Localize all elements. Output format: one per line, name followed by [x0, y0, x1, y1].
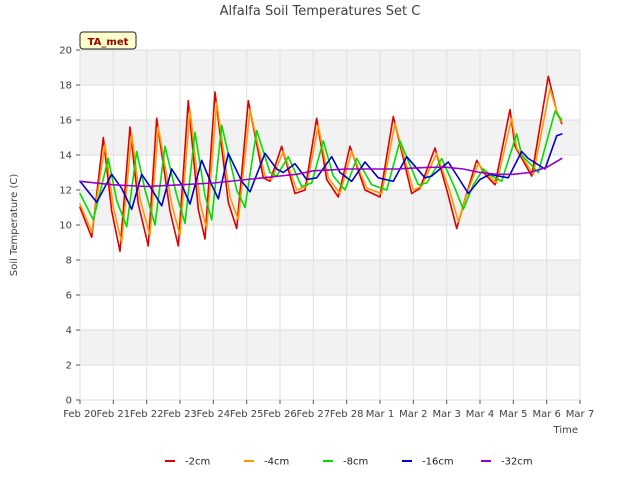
x-tick-label: Mar 7 — [566, 409, 594, 420]
y-axis-label: Soil Temperature (C) — [9, 174, 20, 277]
x-axis-label: Time — [553, 425, 578, 436]
y-axis-ticks: 0 2 4 6 8 10 12 14 16 18 20 — [59, 46, 80, 407]
annotation-box: TA_met — [79, 31, 137, 50]
x-tick-label: Feb 27 — [297, 409, 331, 420]
x-tick-label: Feb 24 — [197, 409, 231, 420]
background-band — [80, 120, 580, 155]
series-line-minus-16cm — [79, 133, 563, 211]
series-layer — [79, 75, 563, 253]
legend-label: -2cm — [185, 457, 210, 468]
legend: -2cm -4cm -8cm -16cm -32cm — [165, 457, 533, 468]
background-band — [80, 330, 580, 365]
y-tick-label: 12 — [59, 186, 72, 197]
legend-label: -4cm — [264, 457, 289, 468]
y-tick-label: 14 — [59, 151, 72, 162]
x-tick-label: Mar 1 — [366, 409, 394, 420]
x-tick-label: Mar 4 — [466, 409, 494, 420]
plot-background-bands — [80, 50, 580, 400]
x-tick-label: Feb 23 — [163, 409, 197, 420]
x-tick-label: Mar 2 — [399, 409, 427, 420]
background-band — [80, 50, 580, 85]
annotation-label: TA_met — [88, 37, 129, 48]
chart-title: Alfalfa Soil Temperatures Set C — [220, 4, 421, 19]
background-band — [80, 225, 580, 260]
y-tick-label: 8 — [66, 256, 72, 267]
x-tick-label: Feb 22 — [130, 409, 164, 420]
x-axis-ticks: Feb 20 Feb 21 Feb 22 Feb 23 Feb 24 Feb 25 Feb … — [63, 400, 594, 420]
x-tick-label: Feb 25 — [230, 409, 264, 420]
x-tick-label: Feb 21 — [97, 409, 131, 420]
y-tick-label: 20 — [59, 46, 72, 57]
y-tick-label: 10 — [59, 221, 72, 232]
legend-label: -32cm — [501, 457, 533, 468]
background-band — [80, 260, 580, 295]
background-band — [80, 365, 580, 400]
series-line-minus-4cm — [79, 87, 563, 244]
series-line-minus-32cm — [79, 157, 563, 188]
x-tick-label: Feb 26 — [263, 409, 297, 420]
y-tick-label: 4 — [66, 326, 72, 337]
x-tick-label: Mar 3 — [432, 409, 460, 420]
x-tick-label: Mar 6 — [532, 409, 560, 420]
background-band — [80, 85, 580, 120]
x-tick-label: Feb 20 — [63, 409, 97, 420]
series-line-minus-8cm — [79, 110, 563, 228]
x-tick-label: Mar 5 — [499, 409, 527, 420]
y-tick-label: 16 — [59, 116, 72, 127]
background-band — [80, 190, 580, 225]
y-tick-label: 2 — [66, 361, 72, 372]
y-tick-label: 0 — [66, 396, 72, 407]
y-tick-label: 6 — [66, 291, 72, 302]
background-band — [80, 295, 580, 330]
legend-label: -16cm — [422, 457, 454, 468]
legend-label: -8cm — [343, 457, 368, 468]
x-tick-label: Feb 28 — [330, 409, 364, 420]
y-tick-label: 18 — [59, 81, 72, 92]
